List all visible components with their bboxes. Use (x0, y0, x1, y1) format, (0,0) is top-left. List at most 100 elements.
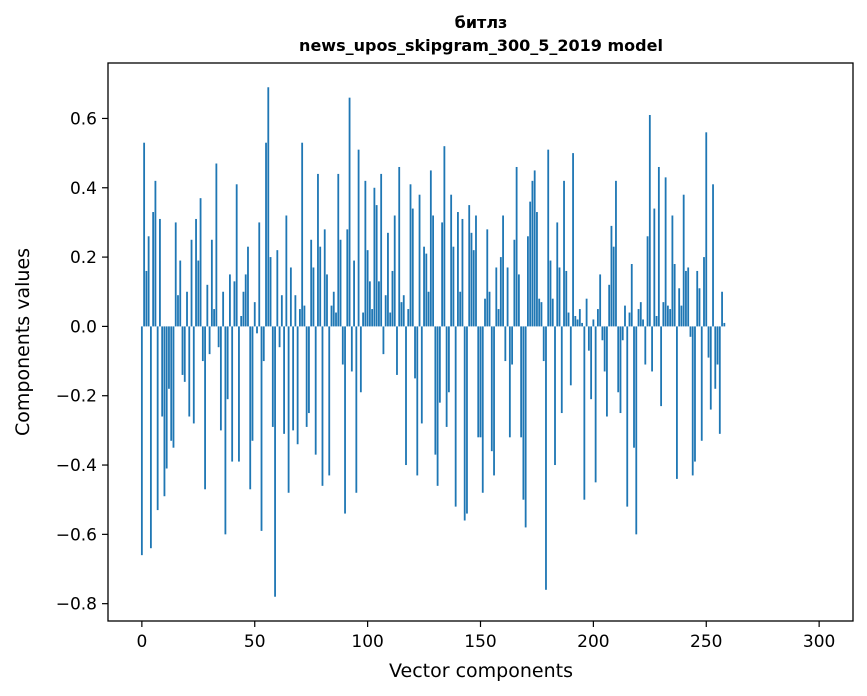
bar (375, 205, 378, 327)
bar (599, 274, 602, 327)
bar (639, 302, 642, 327)
bar (648, 114, 651, 327)
bar (177, 295, 179, 327)
bar (159, 218, 161, 327)
bar (201, 326, 204, 362)
bar (195, 218, 197, 327)
bar (240, 316, 243, 327)
bar (644, 326, 647, 365)
bar (294, 295, 297, 327)
bar (466, 326, 468, 514)
bar (499, 257, 502, 327)
bar (346, 229, 349, 327)
bar (592, 319, 595, 327)
bar (186, 291, 188, 327)
bar (657, 166, 660, 327)
bar (603, 326, 606, 372)
y-tick-label: 0.4 (70, 179, 97, 199)
bar (179, 260, 182, 327)
bar (630, 264, 633, 327)
bar (425, 253, 428, 327)
bar (574, 316, 577, 327)
bar (567, 312, 570, 327)
bar (163, 326, 166, 497)
bar (705, 132, 708, 327)
bar (490, 326, 493, 452)
bar (341, 326, 344, 365)
bar (653, 208, 656, 327)
bar (308, 326, 310, 414)
chart-title: битлз (455, 13, 508, 32)
bar (188, 326, 191, 417)
bar (253, 302, 256, 327)
bar (547, 149, 550, 327)
bar (249, 326, 252, 490)
bar (407, 309, 410, 327)
bar (536, 212, 538, 327)
bar (468, 205, 471, 327)
bar (378, 281, 380, 327)
bar (689, 326, 692, 337)
bar (529, 201, 532, 327)
bar (666, 305, 669, 327)
bar (326, 274, 328, 327)
bar (208, 326, 211, 355)
bar (479, 326, 482, 438)
bar (696, 270, 699, 327)
bar (642, 319, 644, 327)
bar (513, 239, 516, 327)
bar (317, 173, 319, 327)
bar (287, 326, 290, 493)
y-tick-label: 0.0 (70, 317, 97, 337)
bar (718, 326, 721, 434)
x-tick-label: 100 (351, 632, 383, 652)
bar (247, 246, 249, 327)
y-axis-label: Components values (12, 248, 34, 436)
bar (332, 291, 335, 327)
bar (443, 146, 446, 327)
bar (427, 291, 430, 327)
bar (721, 291, 723, 327)
bar (152, 212, 155, 327)
bar (330, 305, 333, 327)
bar (533, 170, 536, 327)
bar (438, 326, 441, 403)
bar (269, 257, 272, 327)
bar (197, 260, 200, 327)
bar (382, 326, 385, 355)
bar (463, 326, 466, 521)
bar (502, 215, 504, 327)
bar (488, 291, 491, 327)
bar (633, 326, 635, 448)
x-tick-label: 0 (136, 632, 147, 652)
bar (481, 326, 484, 493)
x-axis-ticks: 0 50 100 150 200 250 300 (136, 621, 835, 652)
bar (450, 194, 453, 327)
bar (416, 326, 419, 476)
bar (357, 149, 360, 327)
bar (610, 225, 613, 327)
bar (310, 239, 313, 327)
bar (569, 326, 572, 386)
bar (565, 270, 568, 327)
bar (210, 239, 213, 327)
bar (262, 326, 265, 362)
bar (170, 326, 173, 441)
bar (606, 326, 608, 417)
bar (305, 326, 308, 427)
bar (411, 208, 414, 327)
bar (312, 267, 315, 327)
bar (707, 326, 710, 358)
bar (617, 326, 620, 393)
bar (531, 180, 534, 327)
bar (700, 326, 703, 441)
bar (655, 316, 658, 327)
bar (371, 309, 374, 327)
bar (267, 87, 270, 327)
bar (393, 215, 396, 327)
bar (524, 326, 527, 528)
bar (274, 326, 276, 597)
bar (703, 257, 705, 327)
bar (608, 284, 611, 327)
bar (319, 246, 322, 327)
